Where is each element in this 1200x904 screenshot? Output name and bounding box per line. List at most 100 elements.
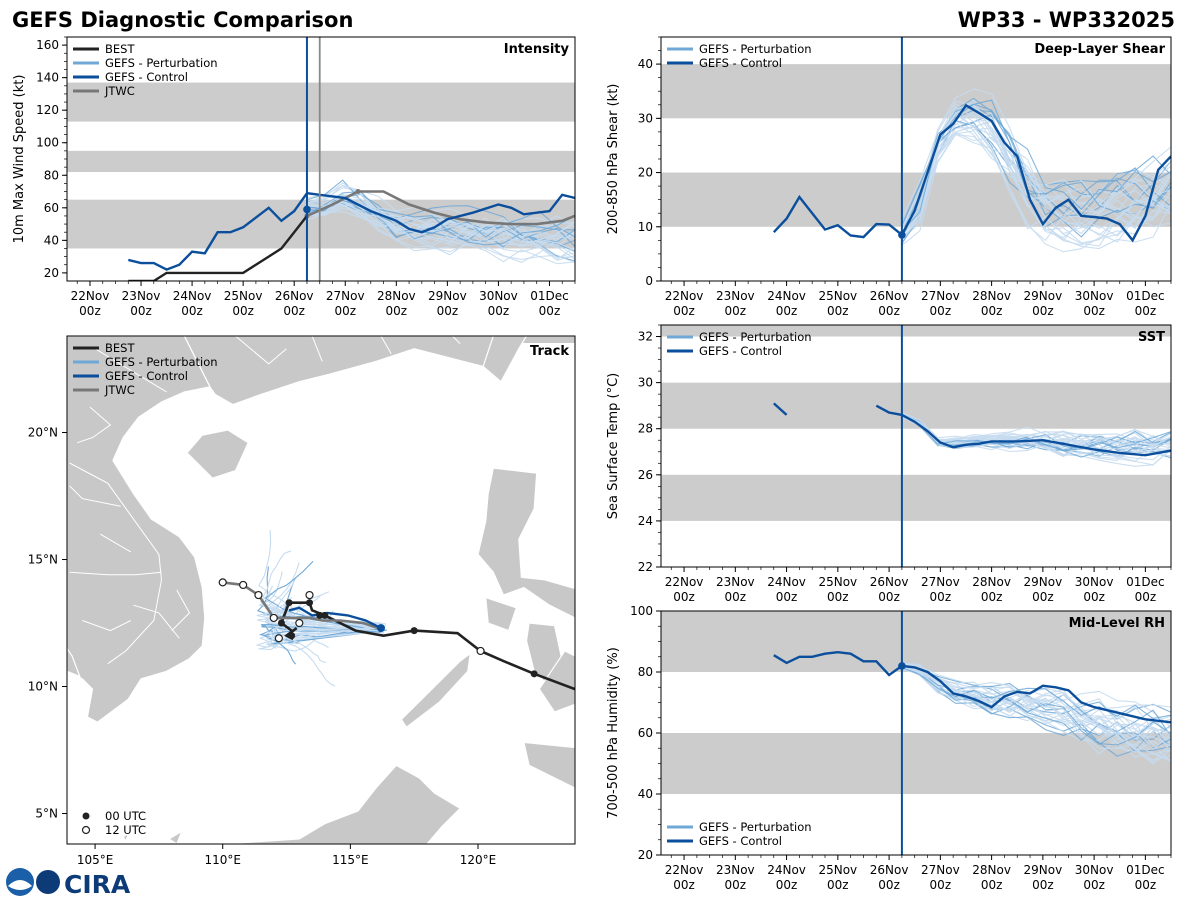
perturbation-line (901, 665, 1171, 765)
mindoro-island (485, 596, 518, 632)
cambodia-coast-land (67, 647, 81, 678)
taiwan-island (482, 336, 528, 383)
x-tick-label-hour: 00z (437, 304, 459, 318)
perturbation-line (901, 662, 1171, 761)
province-border (99, 533, 132, 553)
y-axis-label: 10m Max Wind Speed (kt) (12, 75, 27, 244)
perturbation-line (901, 665, 1171, 751)
x-tick-label-hour: 00z (878, 304, 900, 318)
x-tick-label-date: 01Dec (1126, 575, 1165, 589)
x-tick-label-date: 26Nov (275, 289, 314, 303)
lat-tick-label: 10°N (28, 680, 58, 694)
control-line (772, 402, 788, 416)
x-tick-label-hour: 00z (673, 590, 695, 604)
control-line (875, 404, 1171, 457)
x-tick-label-hour: 00z (981, 590, 1003, 604)
shear-panel: 01020304022Nov00z23Nov00z24Nov00z25Nov00… (606, 36, 1172, 318)
shade-band-1 (67, 150, 575, 173)
best-marker-00utc (277, 619, 285, 627)
x-tick-label-hour: 00z (1032, 878, 1054, 892)
x-tick-label-date: 23Nov (716, 289, 755, 303)
shade-band-2 (661, 325, 1171, 337)
y-tick-label: 32 (638, 330, 653, 344)
x-tick-label-date: 27Nov (326, 289, 365, 303)
x-tick-label-hour: 00z (130, 304, 152, 318)
y-tick-label: 0 (645, 274, 653, 288)
x-tick-label-date: 25Nov (818, 863, 857, 877)
y-tick-label: 60 (44, 201, 59, 215)
x-tick-label-date: 22Nov (665, 863, 704, 877)
y-tick-label: 40 (638, 57, 653, 71)
x-tick-label-date: 30Nov (479, 289, 518, 303)
init-marker (898, 662, 906, 670)
legend-label: JTWC (104, 84, 135, 98)
y-tick-label: 40 (44, 233, 59, 247)
shade-band-0 (661, 733, 1171, 794)
lat-tick-label: 15°N (28, 553, 58, 567)
cira-logo-text: CIRA (64, 870, 131, 899)
x-tick-label-date: 01Dec (1126, 863, 1165, 877)
x-tick-label-hour: 00z (1083, 304, 1105, 318)
x-tick-label-hour: 00z (673, 304, 695, 318)
y-tick-label: 60 (638, 726, 653, 740)
x-tick-label-hour: 00z (776, 878, 798, 892)
province-border (311, 336, 323, 362)
x-tick-label-date: 28Nov (972, 575, 1011, 589)
perturbation-line (306, 199, 575, 238)
sst-plot-area (772, 402, 1171, 467)
x-tick-label-hour: 00z (386, 304, 408, 318)
x-tick-label-date: 29Nov (1024, 289, 1063, 303)
perturbation-line (306, 199, 575, 258)
y-axis-label: Sea Surface Temp (°C) (606, 373, 621, 520)
y-tick-label: 22 (638, 560, 653, 574)
x-tick-label-date: 28Nov (972, 289, 1011, 303)
x-tick-label-hour: 00z (334, 304, 356, 318)
cira-logo: CIRA (6, 868, 131, 899)
province-border (69, 571, 162, 576)
legend-marker-12utc (81, 825, 91, 835)
x-tick-label-date: 23Nov (122, 289, 161, 303)
shade-band-0 (661, 474, 1171, 521)
rh-panel: 2040608010022Nov00z23Nov00z24Nov00z25Nov… (606, 604, 1172, 892)
x-tick-label-hour: 00z (930, 304, 952, 318)
shear-plot-area (772, 88, 1171, 253)
shade-band-1 (661, 64, 1171, 119)
x-tick-label-date: 30Nov (1075, 575, 1114, 589)
x-tick-label-hour: 00z (827, 304, 849, 318)
best-track-line (128, 215, 308, 281)
y-tick-label: 20 (638, 848, 653, 862)
palawan-island (400, 652, 472, 729)
legend-label: GEFS - Perturbation (105, 56, 218, 70)
x-tick-label-date: 29Nov (1024, 575, 1063, 589)
province-border (171, 589, 191, 631)
x-tick-label-hour: 00z (181, 304, 203, 318)
y-tick-label: 24 (638, 514, 653, 528)
control-line (772, 103, 1171, 243)
x-tick-label-hour: 00z (1083, 878, 1105, 892)
x-tick-label-hour: 00z (1135, 304, 1157, 318)
init-marker (303, 205, 311, 214)
panel-title: Mid-Level RH (1069, 616, 1165, 631)
perturbation-line (901, 102, 1171, 227)
panel-title: Deep-Layer Shear (1034, 42, 1165, 57)
legend-label: GEFS - Control (105, 369, 188, 383)
y-tick-label: 10 (638, 220, 653, 234)
lat-tick-label: 20°N (28, 426, 58, 440)
best-marker-00utc (410, 627, 418, 635)
y-tick-label: 80 (638, 665, 653, 679)
x-tick-label-date: 29Nov (1024, 863, 1063, 877)
x-tick-label-hour: 00z (930, 878, 952, 892)
x-tick-label-date: 26Nov (870, 575, 909, 589)
y-tick-label: 28 (638, 422, 653, 436)
small-island (122, 832, 130, 844)
control-init-marker (376, 624, 385, 633)
legend-label: GEFS - Perturbation (699, 820, 812, 834)
x-tick-label-date: 22Nov (665, 575, 704, 589)
lon-tick-label: 115°E (332, 853, 369, 867)
panel-title: SST (1138, 330, 1165, 345)
noaa-wave-icon (8, 880, 32, 890)
x-tick-label-date: 30Nov (1075, 289, 1114, 303)
legend-label: GEFS - Control (699, 56, 782, 70)
x-tick-label-hour: 00z (776, 304, 798, 318)
y-tick-label: 20 (638, 166, 653, 180)
